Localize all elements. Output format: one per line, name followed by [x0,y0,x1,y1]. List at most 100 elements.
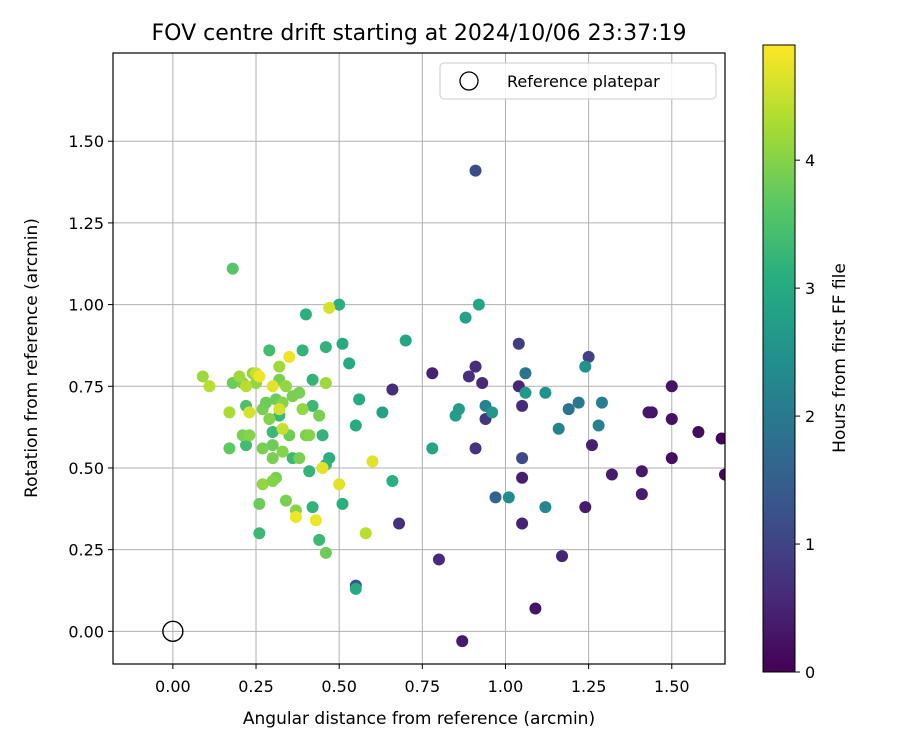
legend: Reference platepar [439,62,717,100]
data-point [519,386,532,399]
x-axis-label: Angular distance from reference (arcmin) [243,709,595,729]
data-point [635,465,648,478]
data-point [276,445,289,458]
data-point [293,386,306,399]
data-point [266,439,279,452]
data-point [432,553,445,566]
x-tick-label: 1.50 [654,677,690,696]
data-point [323,301,336,314]
data-point [516,399,529,412]
data-point [366,455,379,468]
data-point [319,341,332,354]
data-point [556,550,569,563]
data-point [665,452,678,465]
colorbar-tick-label: 3 [805,279,815,298]
reference-point [162,620,184,643]
y-tick-label: 0.75 [68,377,104,396]
data-point [296,403,309,416]
x-tick-label: 0.75 [405,677,441,696]
data-point [359,527,372,540]
data-point [306,501,319,514]
y-tick-label: 1.50 [68,132,104,151]
data-point [336,337,349,350]
data-point [579,501,592,514]
data-point [349,419,362,432]
data-point [296,344,309,357]
data-point [279,494,292,507]
data-point [516,517,529,530]
data-point [426,442,439,455]
grid [113,53,725,664]
data-point [306,373,319,386]
data-point [223,406,236,419]
data-point [240,439,253,452]
data-point [203,380,216,393]
data-point [539,501,552,514]
data-point [316,461,329,474]
data-point [313,409,326,422]
data-point [386,475,399,488]
data-point [692,426,705,439]
data-point [512,337,525,350]
data-point [303,465,316,478]
legend-reference-marker [459,71,479,91]
y-tick-label: 0.25 [68,541,104,560]
data-point [313,533,326,546]
data-point [283,350,296,363]
data-point [319,546,332,559]
data-point [343,357,356,370]
data-point [293,452,306,465]
data-point [665,412,678,425]
legend-entry-reference-platepar: Reference platepar [507,72,660,91]
chart-title: FOV centre drift starting at 2024/10/06 … [152,21,687,46]
data-point [349,582,362,595]
legend-box [439,62,717,100]
data-point [266,475,279,488]
data-point [226,262,239,275]
data-point [502,491,515,504]
data-point [469,442,482,455]
data-points [196,164,725,648]
data-point [635,488,648,501]
x-tick-label: 0.25 [238,677,274,696]
data-point [376,406,389,419]
data-point [489,491,502,504]
data-point [273,403,286,416]
data-point [306,399,319,412]
plot-frame [112,52,726,665]
data-point [233,370,246,383]
data-point [529,602,542,615]
data-point [459,311,472,324]
colorbar-tick-label: 0 [805,663,815,682]
data-point [426,367,439,380]
colorbar-tick-label: 4 [805,151,815,170]
data-point [266,380,279,393]
data-point [299,308,312,321]
data-point [353,393,366,406]
data-point [552,422,565,435]
data-point [516,452,529,465]
data-point [253,497,266,510]
colorbar-tick-label: 1 [805,535,815,554]
data-point [316,429,329,442]
data-point [595,396,608,409]
data-point [240,380,253,393]
data-point [303,429,316,442]
data-point [333,478,346,491]
data-point [260,396,272,409]
data-point [486,406,499,419]
data-point [456,635,469,648]
y-tick-label: 1.00 [68,296,104,315]
data-point [516,471,529,484]
colorbar-label: Hours from first FF file [830,263,850,453]
data-point [642,406,655,419]
data-point [256,478,269,491]
data-point [319,377,332,390]
data-point [715,432,725,445]
x-tick-label: 0.50 [321,677,357,696]
data-point [469,360,482,373]
x-tick-label: 0.00 [155,677,191,696]
data-point [279,380,292,393]
y-tick-label: 1.25 [68,214,104,233]
data-point [469,164,482,177]
